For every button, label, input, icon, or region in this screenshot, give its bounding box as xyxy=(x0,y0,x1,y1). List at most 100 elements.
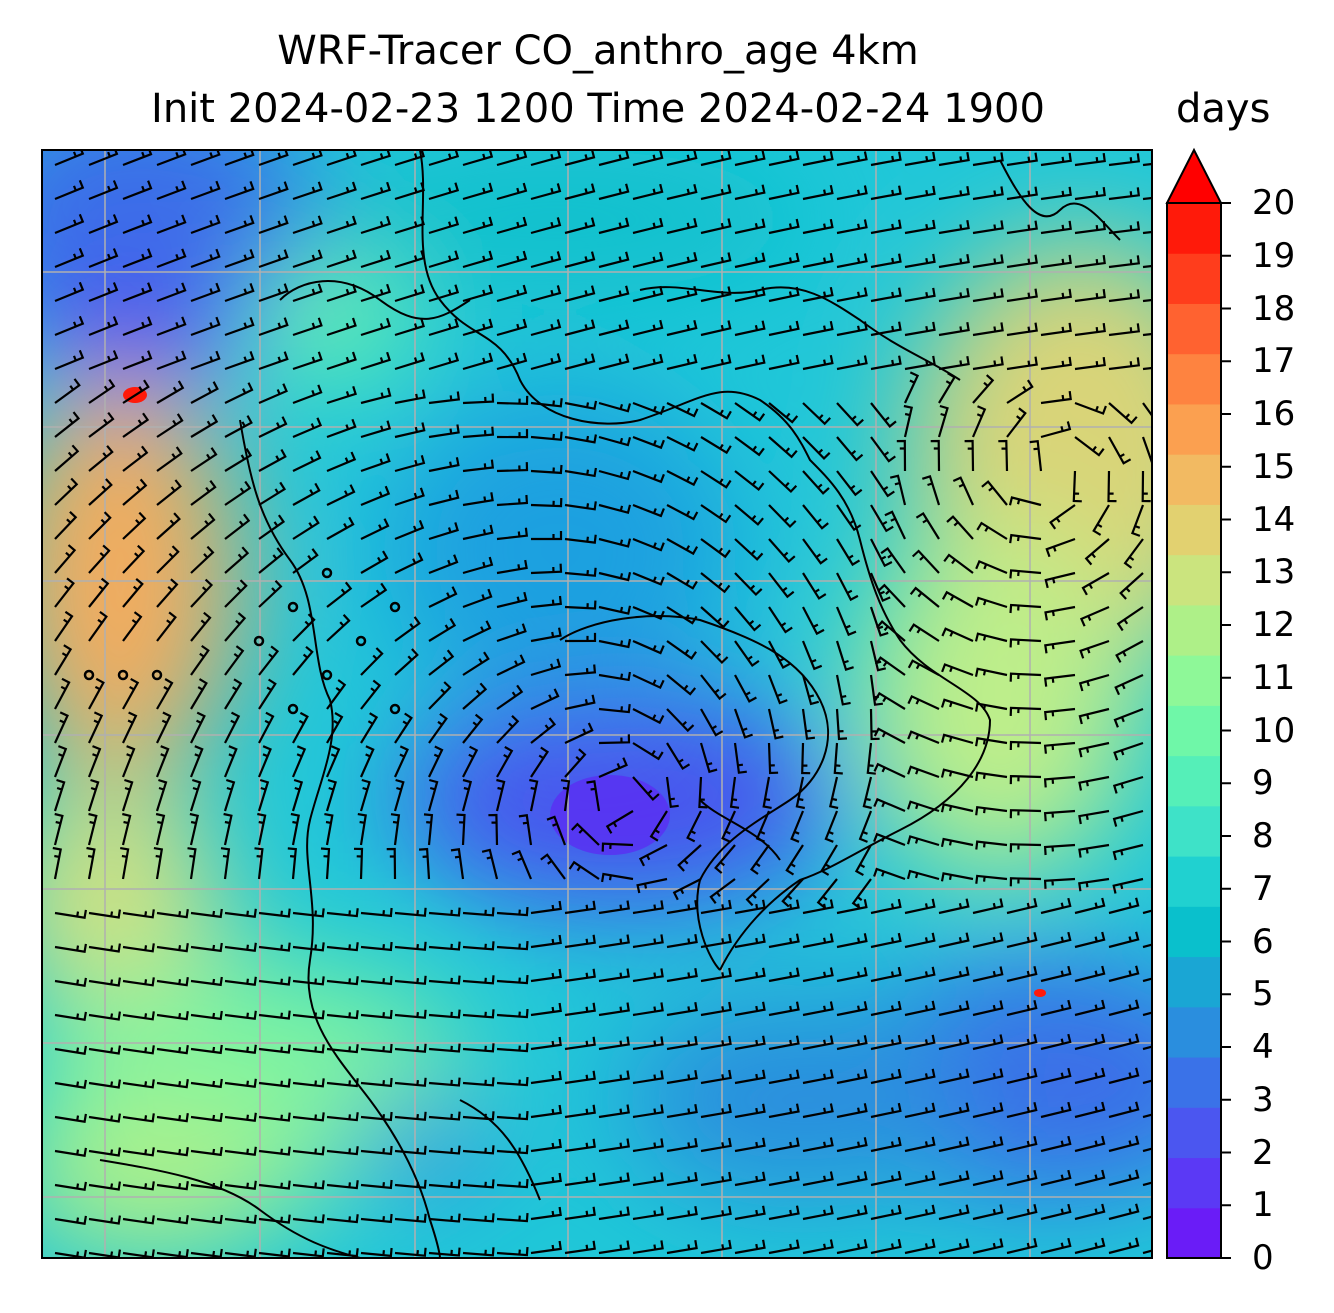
wind-barb xyxy=(1108,965,1140,983)
wind-barb xyxy=(768,150,800,167)
wind-barb xyxy=(450,848,465,880)
wind-barb xyxy=(292,215,323,235)
wind-barb xyxy=(1006,1034,1038,1051)
wind-barb xyxy=(496,150,528,167)
wind-barb xyxy=(462,620,492,642)
wind-barb xyxy=(257,812,267,846)
wind-barb xyxy=(768,1103,800,1119)
wind-barb xyxy=(972,356,1004,371)
wind-barb xyxy=(292,1010,325,1020)
wind-barb xyxy=(560,779,571,812)
wind-barb xyxy=(666,1036,698,1051)
wind-barb xyxy=(734,402,766,422)
wind-barb xyxy=(428,250,460,269)
wind-barb xyxy=(394,389,426,405)
wind-barb xyxy=(1043,843,1076,856)
wind-barb xyxy=(802,967,834,983)
wind-barb xyxy=(564,664,597,677)
wind-barb xyxy=(220,847,231,880)
wind-barb xyxy=(325,778,337,812)
wind-barb xyxy=(1074,931,1106,949)
wind-barb xyxy=(734,606,762,632)
wind-barb xyxy=(869,606,889,637)
colorbar-tick-label: 13 xyxy=(1252,552,1296,593)
wind-barb xyxy=(496,907,529,917)
wind-barb xyxy=(632,401,665,416)
wind-barb xyxy=(428,907,461,917)
wind-barb xyxy=(870,932,902,949)
wind-barb xyxy=(428,1077,461,1087)
wind-barb xyxy=(636,877,668,894)
wind-barb xyxy=(632,1138,664,1153)
wind-barb xyxy=(632,435,665,450)
wind-barb xyxy=(632,251,664,269)
wind-barb xyxy=(974,596,1008,609)
wind-barb xyxy=(666,606,698,625)
wind-barb xyxy=(768,504,797,529)
wind-barb xyxy=(54,444,80,472)
wind-barb xyxy=(1040,897,1072,915)
wind-barb xyxy=(122,248,153,269)
wind-barb xyxy=(632,1172,664,1187)
wind-barb xyxy=(190,644,210,676)
wind-barb xyxy=(1049,504,1076,530)
colorbar-tick-label: 11 xyxy=(1252,657,1296,698)
wind-barb xyxy=(496,715,520,744)
wind-barb xyxy=(833,742,843,775)
wind-barb xyxy=(54,1079,87,1089)
wind-barb xyxy=(360,485,391,507)
wind-barb xyxy=(190,1146,223,1157)
wind-barb xyxy=(88,1045,121,1055)
wind-barb xyxy=(529,778,539,812)
wind-barb xyxy=(1074,288,1106,303)
wind-barb xyxy=(156,1147,189,1157)
wind-barb xyxy=(156,446,183,472)
wind-barb xyxy=(1074,254,1106,269)
calm-wind-circle xyxy=(321,567,333,579)
wind-barb xyxy=(700,538,731,559)
wind-barb xyxy=(530,353,562,371)
wind-barb xyxy=(768,538,796,564)
wind-barb xyxy=(394,150,425,167)
wind-barb xyxy=(906,800,940,813)
wind-barb xyxy=(598,150,630,167)
wind-barb xyxy=(88,445,114,472)
wind-barb xyxy=(88,1215,121,1225)
wind-barb xyxy=(632,900,664,915)
colorbar-tick-label: 5 xyxy=(1252,974,1274,1015)
wind-barb xyxy=(1009,706,1042,716)
wind-barb xyxy=(795,776,806,810)
wind-barb xyxy=(462,459,495,473)
wind-barb xyxy=(802,436,831,460)
wind-barb xyxy=(496,591,528,609)
wind-barb xyxy=(258,1180,291,1190)
wind-barb xyxy=(88,977,121,987)
wind-barb xyxy=(462,492,494,507)
colorbar-tick-label: 8 xyxy=(1252,816,1274,856)
wind-barb xyxy=(700,504,732,524)
wind-barb xyxy=(598,183,630,201)
wind-barb xyxy=(700,218,732,235)
wind-barb xyxy=(394,1213,427,1223)
wind-barb xyxy=(564,251,596,269)
wind-barb xyxy=(1040,931,1072,949)
wind-barb xyxy=(428,975,461,985)
wind-barb xyxy=(632,353,664,371)
wind-barb xyxy=(88,1147,121,1157)
wind-barb xyxy=(120,847,130,880)
wind-barb xyxy=(224,1180,257,1190)
wind-barb xyxy=(326,351,357,371)
wind-barb xyxy=(1074,220,1106,235)
wind-barb xyxy=(496,1043,529,1053)
wind-barb xyxy=(632,183,664,201)
wind-barb xyxy=(122,150,153,167)
wind-barb xyxy=(224,711,241,744)
calm-wind-circle xyxy=(321,669,333,681)
wind-barb xyxy=(496,559,528,575)
wind-barb xyxy=(190,1214,223,1225)
wind-barb xyxy=(734,218,766,235)
wind-barb xyxy=(1074,1033,1106,1051)
wind-barb xyxy=(190,908,223,919)
wind-barb xyxy=(190,150,221,167)
wind-barb xyxy=(320,847,331,880)
